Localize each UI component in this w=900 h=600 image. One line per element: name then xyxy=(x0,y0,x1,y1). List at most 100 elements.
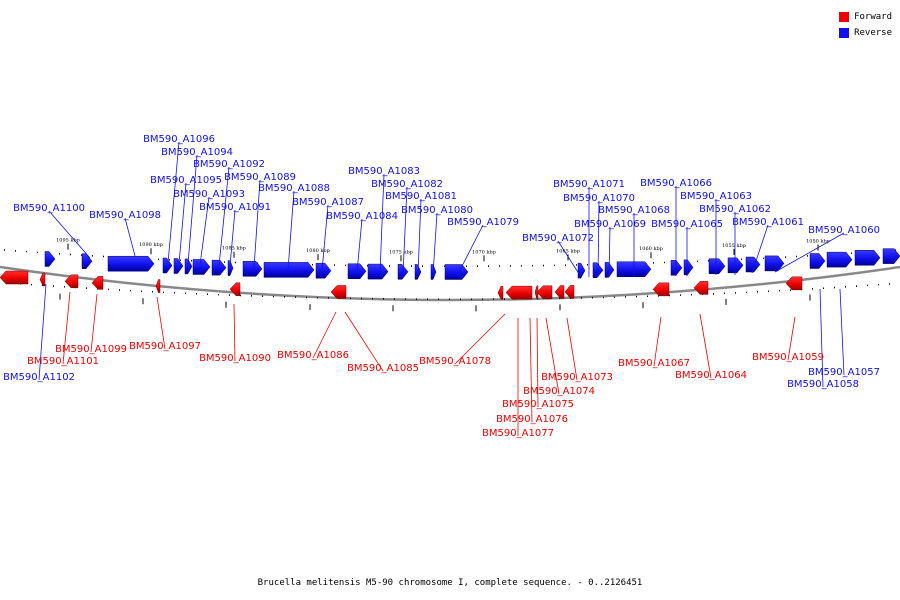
gene-leader-line xyxy=(456,224,484,277)
scale-dot xyxy=(724,292,725,295)
scale-dot xyxy=(543,264,544,267)
scale-dot xyxy=(251,295,252,297)
reverse-gene-label: BM590_A1096 xyxy=(143,134,215,145)
reverse-gene-arrow xyxy=(107,255,155,272)
gene-leader-line xyxy=(62,291,71,365)
scale-dot xyxy=(158,258,159,261)
scale-dot xyxy=(812,288,813,290)
forward-gene-arrow xyxy=(785,276,803,291)
gene-leader-line xyxy=(218,166,230,267)
scale-dot xyxy=(224,261,225,263)
scale-dot xyxy=(361,297,362,300)
scale-dot xyxy=(603,296,604,299)
scale-dot xyxy=(680,294,681,296)
scale-label: 1075 kbp xyxy=(389,249,413,255)
scale-dot xyxy=(411,265,412,267)
scale-dot xyxy=(229,294,230,296)
gene-leader-line xyxy=(90,293,98,353)
gene-leader-line xyxy=(545,317,560,395)
scale-dot xyxy=(345,264,346,267)
gene-leader-line xyxy=(48,210,91,259)
forward-gene-label: BM590_A1099 xyxy=(55,344,127,355)
scale-dot xyxy=(196,293,197,295)
gene-leader-line xyxy=(454,313,506,365)
scale-dot xyxy=(389,265,390,267)
scale-dot xyxy=(334,264,335,266)
scale-dot xyxy=(383,298,384,300)
scale-dot xyxy=(845,286,846,288)
scale-dot xyxy=(669,294,670,297)
scale-dot xyxy=(867,284,868,287)
scale-dot xyxy=(394,298,395,300)
reverse-gene-label: BM590_A1093 xyxy=(173,189,245,200)
gene-leader-line xyxy=(156,296,166,350)
scale-dot xyxy=(471,298,472,300)
legend-forward: Forward xyxy=(839,9,892,25)
scale-dot xyxy=(37,251,38,254)
reverse-gene-label: BM590_A1063 xyxy=(680,191,752,202)
gene-leader-line xyxy=(124,217,136,257)
scale-label: 1060 kbp xyxy=(639,246,663,252)
scale-dot xyxy=(466,265,467,267)
scale-dot xyxy=(499,265,500,267)
reverse-gene-label: BM590_A1088 xyxy=(258,183,330,194)
scale-dot xyxy=(807,255,808,257)
reverse-gene-arrow xyxy=(882,248,900,264)
scale-dot xyxy=(779,289,780,292)
scale-dot xyxy=(493,298,494,300)
scale-dot xyxy=(834,286,835,289)
forward-gene-arrow xyxy=(0,270,29,285)
reverse-gene-arrow xyxy=(826,251,853,268)
reverse-gene-arrow xyxy=(173,258,184,274)
forward-gene-label: BM590_A1075 xyxy=(502,399,574,410)
scale-dot xyxy=(317,296,318,299)
reverse-gene-arrow xyxy=(708,258,726,274)
scale-dot xyxy=(889,283,890,285)
reverse-gene-label: BM590_A1080 xyxy=(401,205,473,216)
scale-dot xyxy=(240,294,241,297)
reverse-gene-label: BM590_A1082 xyxy=(371,179,443,190)
gene-leader-line xyxy=(379,173,385,274)
reverse-gene-label: BM590_A1089 xyxy=(224,172,296,183)
gene-leader-line xyxy=(321,204,329,272)
scale-dot xyxy=(741,258,742,261)
forward-gene-arrow xyxy=(505,285,533,300)
forward-gene-label: BM590_A1086 xyxy=(277,350,349,361)
forward-gene-arrow xyxy=(330,285,347,299)
reverse-gene-arrow xyxy=(315,262,332,279)
reverse-gene-label: BM590_A1071 xyxy=(553,179,625,190)
forward-gene-label: BM590_A1078 xyxy=(419,356,491,367)
reverse-gene-label: BM590_A1081 xyxy=(385,191,457,202)
scale-dot xyxy=(851,252,852,254)
scale-dot xyxy=(422,265,423,267)
scale-dot xyxy=(521,265,522,267)
reverse-gene-arrow xyxy=(367,263,389,280)
gene-leader-line xyxy=(253,179,261,269)
scale-dot xyxy=(713,293,714,295)
gene-leader-line xyxy=(233,303,236,362)
gene-leader-line xyxy=(344,311,384,372)
scale-dot xyxy=(295,296,296,298)
reverse-gene-label: BM590_A1062 xyxy=(699,204,771,215)
forward-gene-arrow xyxy=(91,276,104,290)
gene-leader-line xyxy=(312,311,337,359)
forward-gene-label: BM590_A1067 xyxy=(618,358,690,369)
scale-dot xyxy=(636,295,637,298)
scale-dot xyxy=(174,292,175,294)
reverse-gene-arrow xyxy=(162,257,173,274)
scale-dot xyxy=(768,290,769,293)
forward-gene-label: BM590_A1090 xyxy=(199,353,271,364)
scale-dot xyxy=(163,291,164,294)
scale-dot xyxy=(427,298,428,300)
gene-leader-line xyxy=(774,232,845,273)
scale-label: 1065 kbp xyxy=(556,248,580,254)
scale-dot xyxy=(790,289,791,291)
reverse-gene-arrow xyxy=(263,262,315,278)
scale-dot xyxy=(746,291,747,294)
forward-gene-arrow xyxy=(534,285,539,300)
scale-dot xyxy=(559,297,560,300)
scale-dot xyxy=(169,259,170,261)
reverse-gene-label: BM590_A1061 xyxy=(732,217,804,228)
scale-label: 1080 kbp xyxy=(306,248,330,254)
